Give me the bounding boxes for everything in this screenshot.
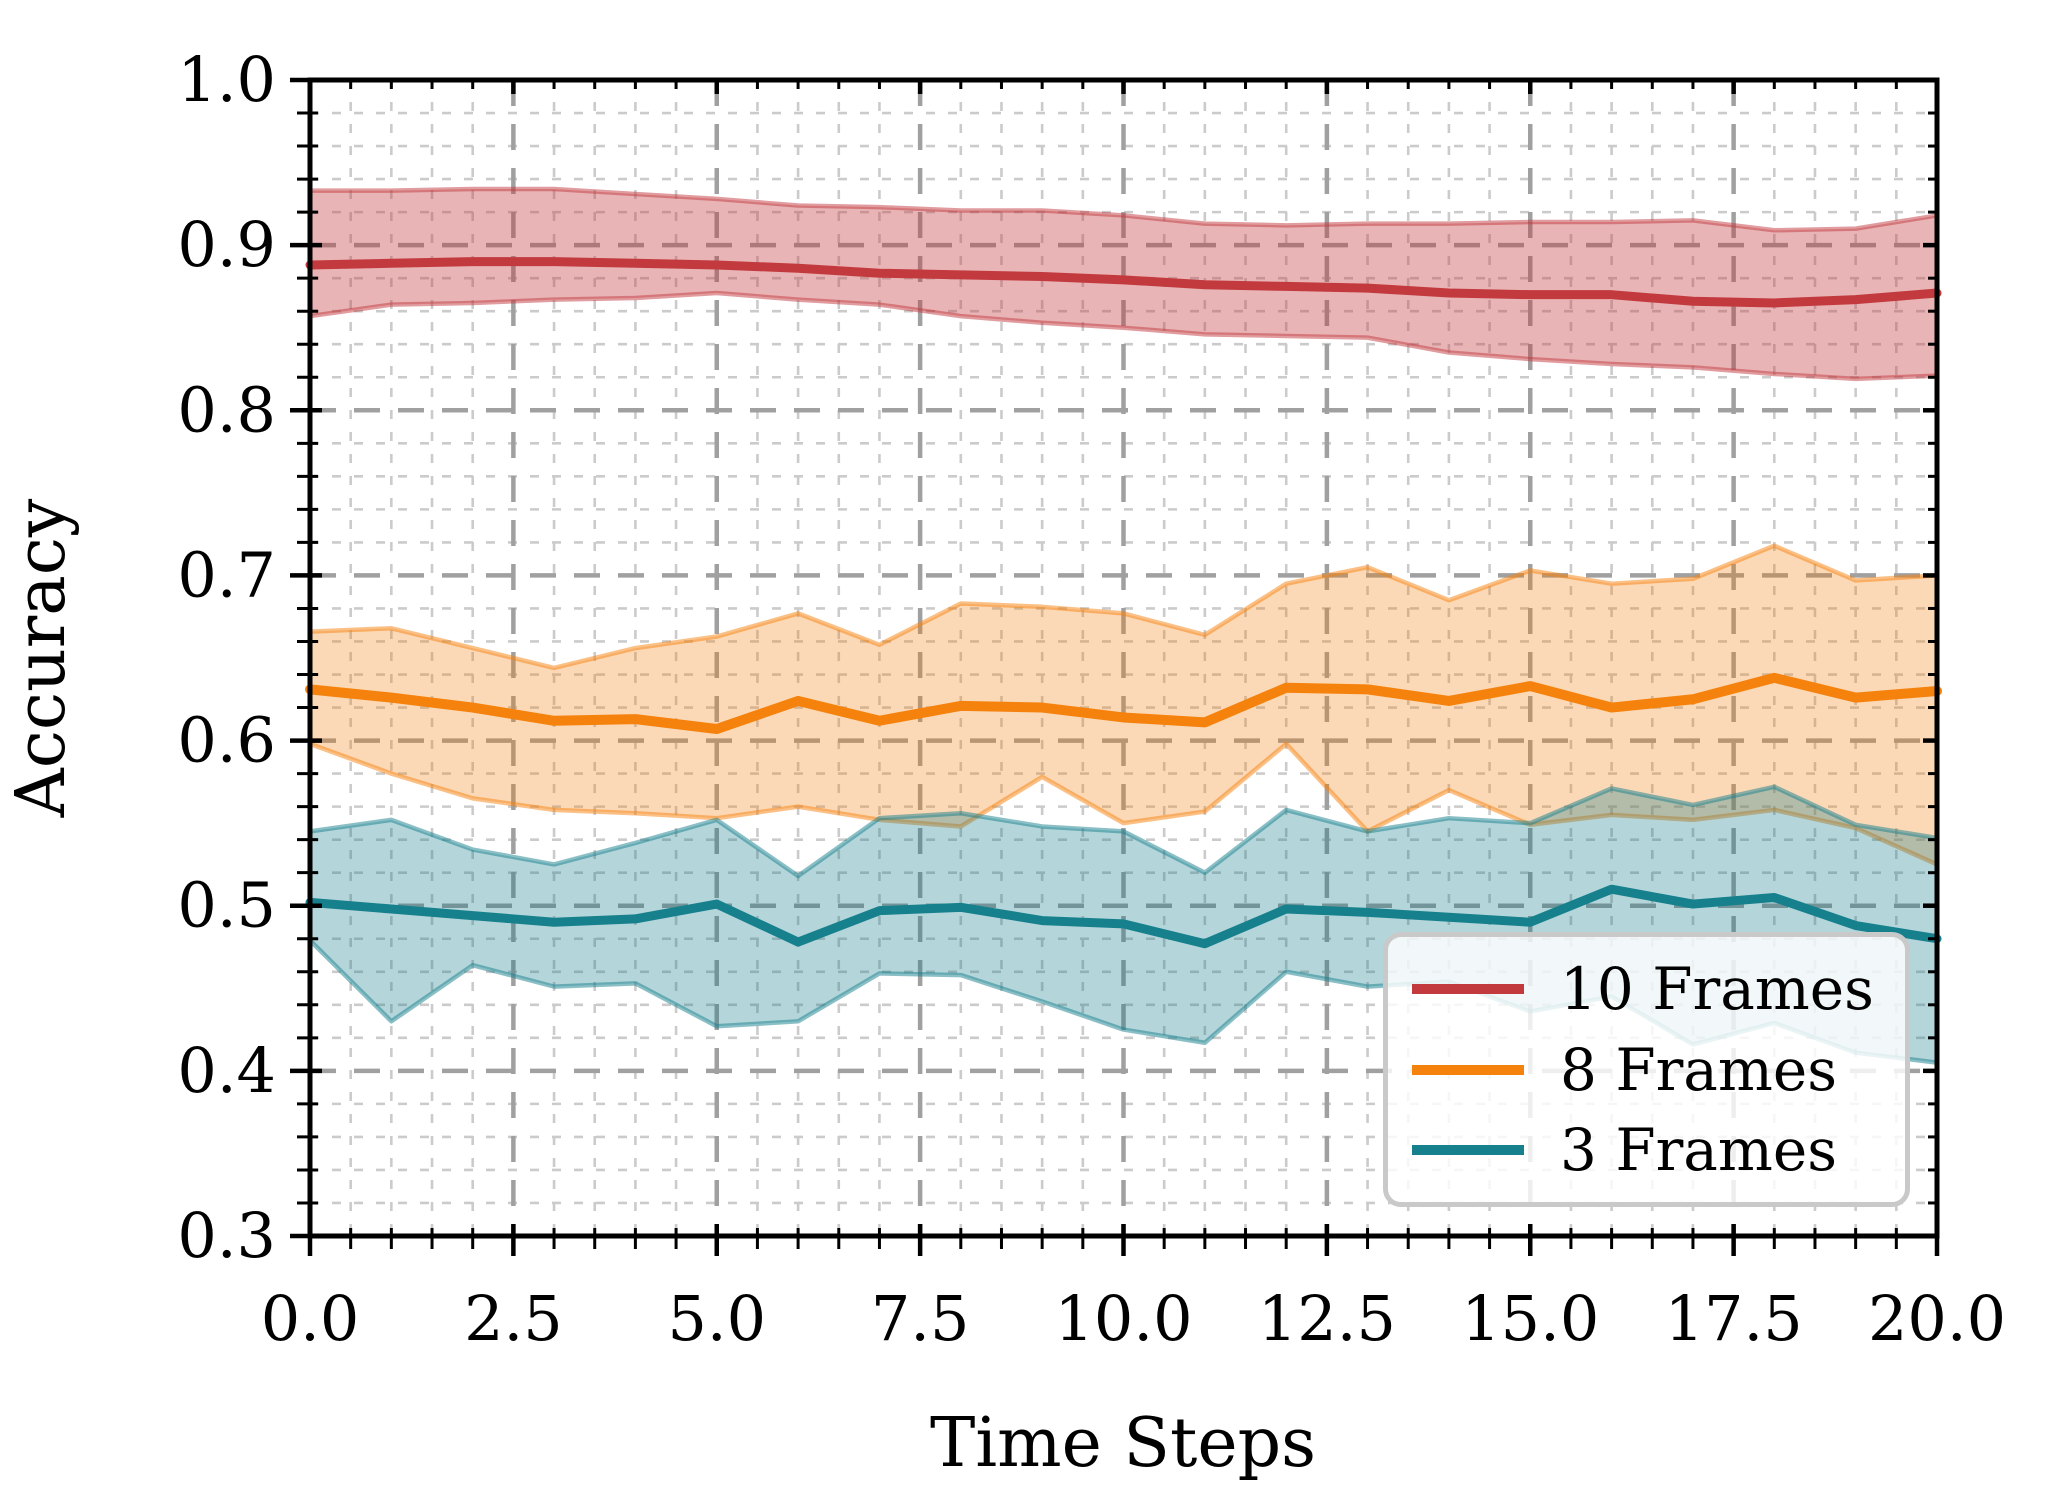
x-tick-label: 17.5 [1665,1282,1803,1355]
mean-line-2 [305,884,1942,949]
band-lower-edge-0 [309,290,1938,382]
band-lower-edge-1 [309,741,1938,867]
x-tick-label: 2.5 [464,1282,563,1355]
legend-label: 10 Frames [1560,954,1874,1023]
legend-item-8-frames: 8 Frames [1412,1041,1905,1099]
y-tick-label: 1.0 [177,43,276,116]
legend-item-3-frames: 3 Frames [1412,1121,1905,1179]
mean-line-0 [305,257,1942,308]
x-tick-label: 5.0 [667,1282,766,1355]
y-tick-label: 0.9 [177,208,276,281]
band-upper-edge-2 [309,784,1938,879]
x-tick-label: 0.0 [261,1282,360,1355]
y-tick-label: 0.7 [177,538,276,611]
y-tick-label: 0.3 [177,1199,276,1272]
x-axis-label: Time Steps [930,1404,1316,1483]
legend-line-swatch-red [1412,983,1524,994]
x-tick-label: 7.5 [871,1282,970,1355]
y-tick-label: 0.8 [177,373,276,446]
legend-line-swatch-teal [1412,1145,1524,1156]
band-upper-edge-0 [310,186,1938,233]
mean-line-1 [305,672,1942,735]
legend-label: 3 Frames [1560,1116,1837,1185]
x-tick-label: 15.0 [1461,1282,1599,1355]
band-upper-edge-1 [309,543,1938,671]
y-tick-label: 0.4 [177,1034,276,1107]
legend: 10 Frames 8 Frames 3 Frames [1383,932,1910,1207]
legend-line-swatch-orange [1412,1064,1524,1075]
legend-item-10-frames: 10 Frames [1412,960,1905,1018]
y-axis-label: Accuracy [2,498,81,818]
y-tick-label: 0.6 [177,704,276,777]
x-tick-label: 10.0 [1054,1282,1192,1355]
confidence-band-1 [310,545,1937,865]
y-tick-label: 0.5 [177,869,276,942]
x-tick-label: 20.0 [1868,1282,2006,1355]
legend-label: 8 Frames [1560,1035,1837,1104]
x-tick-label: 12.5 [1258,1282,1396,1355]
